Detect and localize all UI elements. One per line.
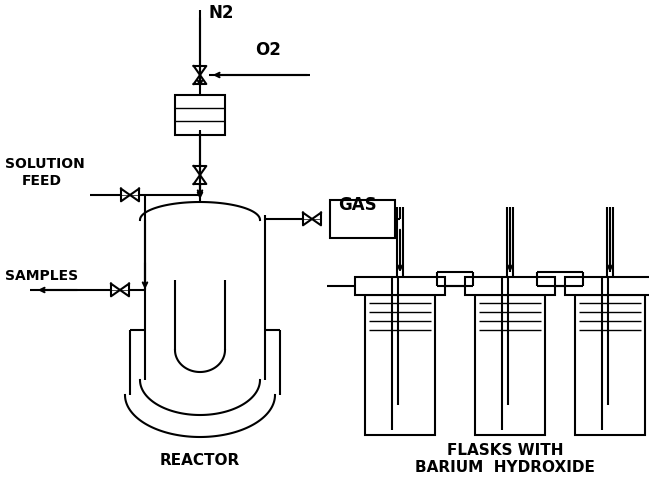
Bar bbox=[365, 295, 435, 435]
Text: REACTOR: REACTOR bbox=[160, 453, 240, 468]
Text: O2: O2 bbox=[255, 41, 281, 59]
Text: FEED: FEED bbox=[22, 174, 62, 188]
Text: SOLUTION: SOLUTION bbox=[5, 157, 85, 171]
Bar bbox=[465, 277, 555, 295]
Text: BARIUM  HYDROXIDE: BARIUM HYDROXIDE bbox=[415, 460, 595, 475]
Text: N2: N2 bbox=[208, 4, 234, 22]
Bar bbox=[330, 200, 395, 238]
Bar bbox=[565, 277, 649, 295]
Bar bbox=[575, 295, 645, 435]
Bar bbox=[475, 295, 545, 435]
Bar bbox=[355, 277, 445, 295]
Text: FLASKS WITH: FLASKS WITH bbox=[447, 443, 563, 458]
Text: GAS: GAS bbox=[338, 196, 376, 214]
Text: SAMPLES: SAMPLES bbox=[5, 269, 78, 283]
Bar bbox=[175, 95, 225, 135]
